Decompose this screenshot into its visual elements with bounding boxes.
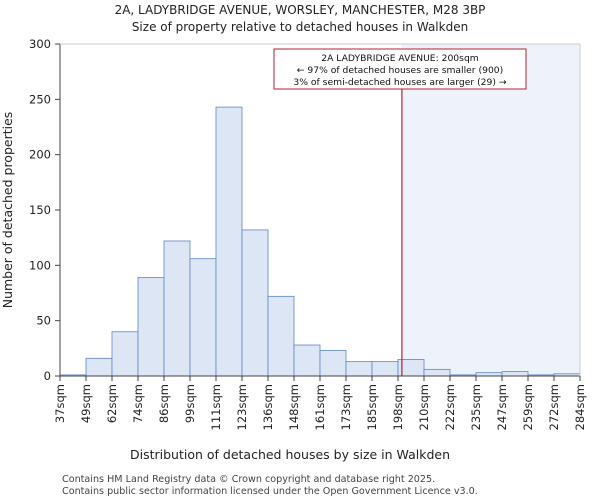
x-tick-label: 161sqm [313, 384, 327, 430]
x-tick-label: 37sqm [53, 384, 67, 423]
x-tick-label: 49sqm [79, 384, 93, 423]
y-axis-label: Number of detached properties [0, 112, 15, 309]
y-tick-label: 250 [29, 92, 51, 106]
annotation-line-2: ← 97% of detached houses are smaller (90… [297, 65, 503, 76]
y-tick-label: 200 [29, 148, 51, 162]
x-tick-label: 198sqm [391, 384, 405, 430]
bar [85, 357, 113, 377]
highlight-region [401, 44, 580, 376]
bars-group [59, 106, 581, 377]
x-tick-label: 173sqm [339, 384, 353, 430]
bar [215, 106, 243, 377]
plot-background [401, 44, 580, 376]
x-tick-label: 259sqm [521, 384, 535, 430]
bar [111, 331, 139, 377]
x-tick-label: 272sqm [547, 384, 561, 430]
bar [241, 229, 269, 377]
x-tick-label: 99sqm [183, 384, 197, 423]
bar [501, 371, 529, 377]
bar [163, 240, 191, 377]
footer-line-1: Contains HM Land Registry data © Crown c… [62, 474, 435, 485]
y-tick-label: 100 [29, 258, 51, 272]
bar [371, 361, 399, 377]
annotation-box: 2A LADYBRIDGE AVENUE: 200sqm ← 97% of de… [273, 48, 527, 90]
bar [267, 295, 295, 377]
x-tick-label: 111sqm [209, 384, 223, 430]
bar [345, 361, 373, 377]
x-tick-label: 148sqm [287, 384, 301, 430]
x-tick-label: 74sqm [131, 384, 145, 423]
x-tick-label: 222sqm [443, 384, 457, 430]
x-tick-label: 185sqm [365, 384, 379, 430]
x-tick-label: 86sqm [157, 384, 171, 423]
footer-line-2: Contains public sector information licen… [62, 486, 478, 497]
y-tick-label: 150 [29, 203, 51, 217]
annotation-line-3: 3% of semi-detached houses are larger (2… [293, 77, 506, 88]
x-tick-label: 210sqm [417, 384, 431, 430]
x-tick-label: 62sqm [105, 384, 119, 423]
x-tick-label: 136sqm [261, 384, 275, 430]
bar [423, 368, 451, 377]
axes-group: 0 50 100 150 200 250 300 37sqm 49sqm 62sqm 74sqm 86… [29, 37, 587, 430]
y-tick-label: 300 [29, 37, 51, 51]
x-axis-label: Distribution of detached houses by size … [130, 447, 450, 462]
annotation-frame [273, 48, 527, 90]
y-tick-label: 0 [44, 369, 51, 383]
bar [319, 350, 347, 377]
bar [293, 344, 321, 377]
x-tick-label: 123sqm [235, 384, 249, 430]
x-tick-label: 235sqm [469, 384, 483, 430]
annotation-line-1: 2A LADYBRIDGE AVENUE: 200sqm [321, 53, 479, 64]
y-tick-label: 50 [36, 314, 51, 328]
chart-title: 2A, LADYBRIDGE AVENUE, WORSLEY, MANCHEST… [115, 3, 486, 17]
x-tick-label: 247sqm [495, 384, 509, 430]
bar [189, 258, 217, 377]
bar [137, 277, 165, 377]
x-tick-label: 284sqm [573, 384, 587, 430]
chart-subtitle: Size of property relative to detached ho… [132, 20, 468, 34]
